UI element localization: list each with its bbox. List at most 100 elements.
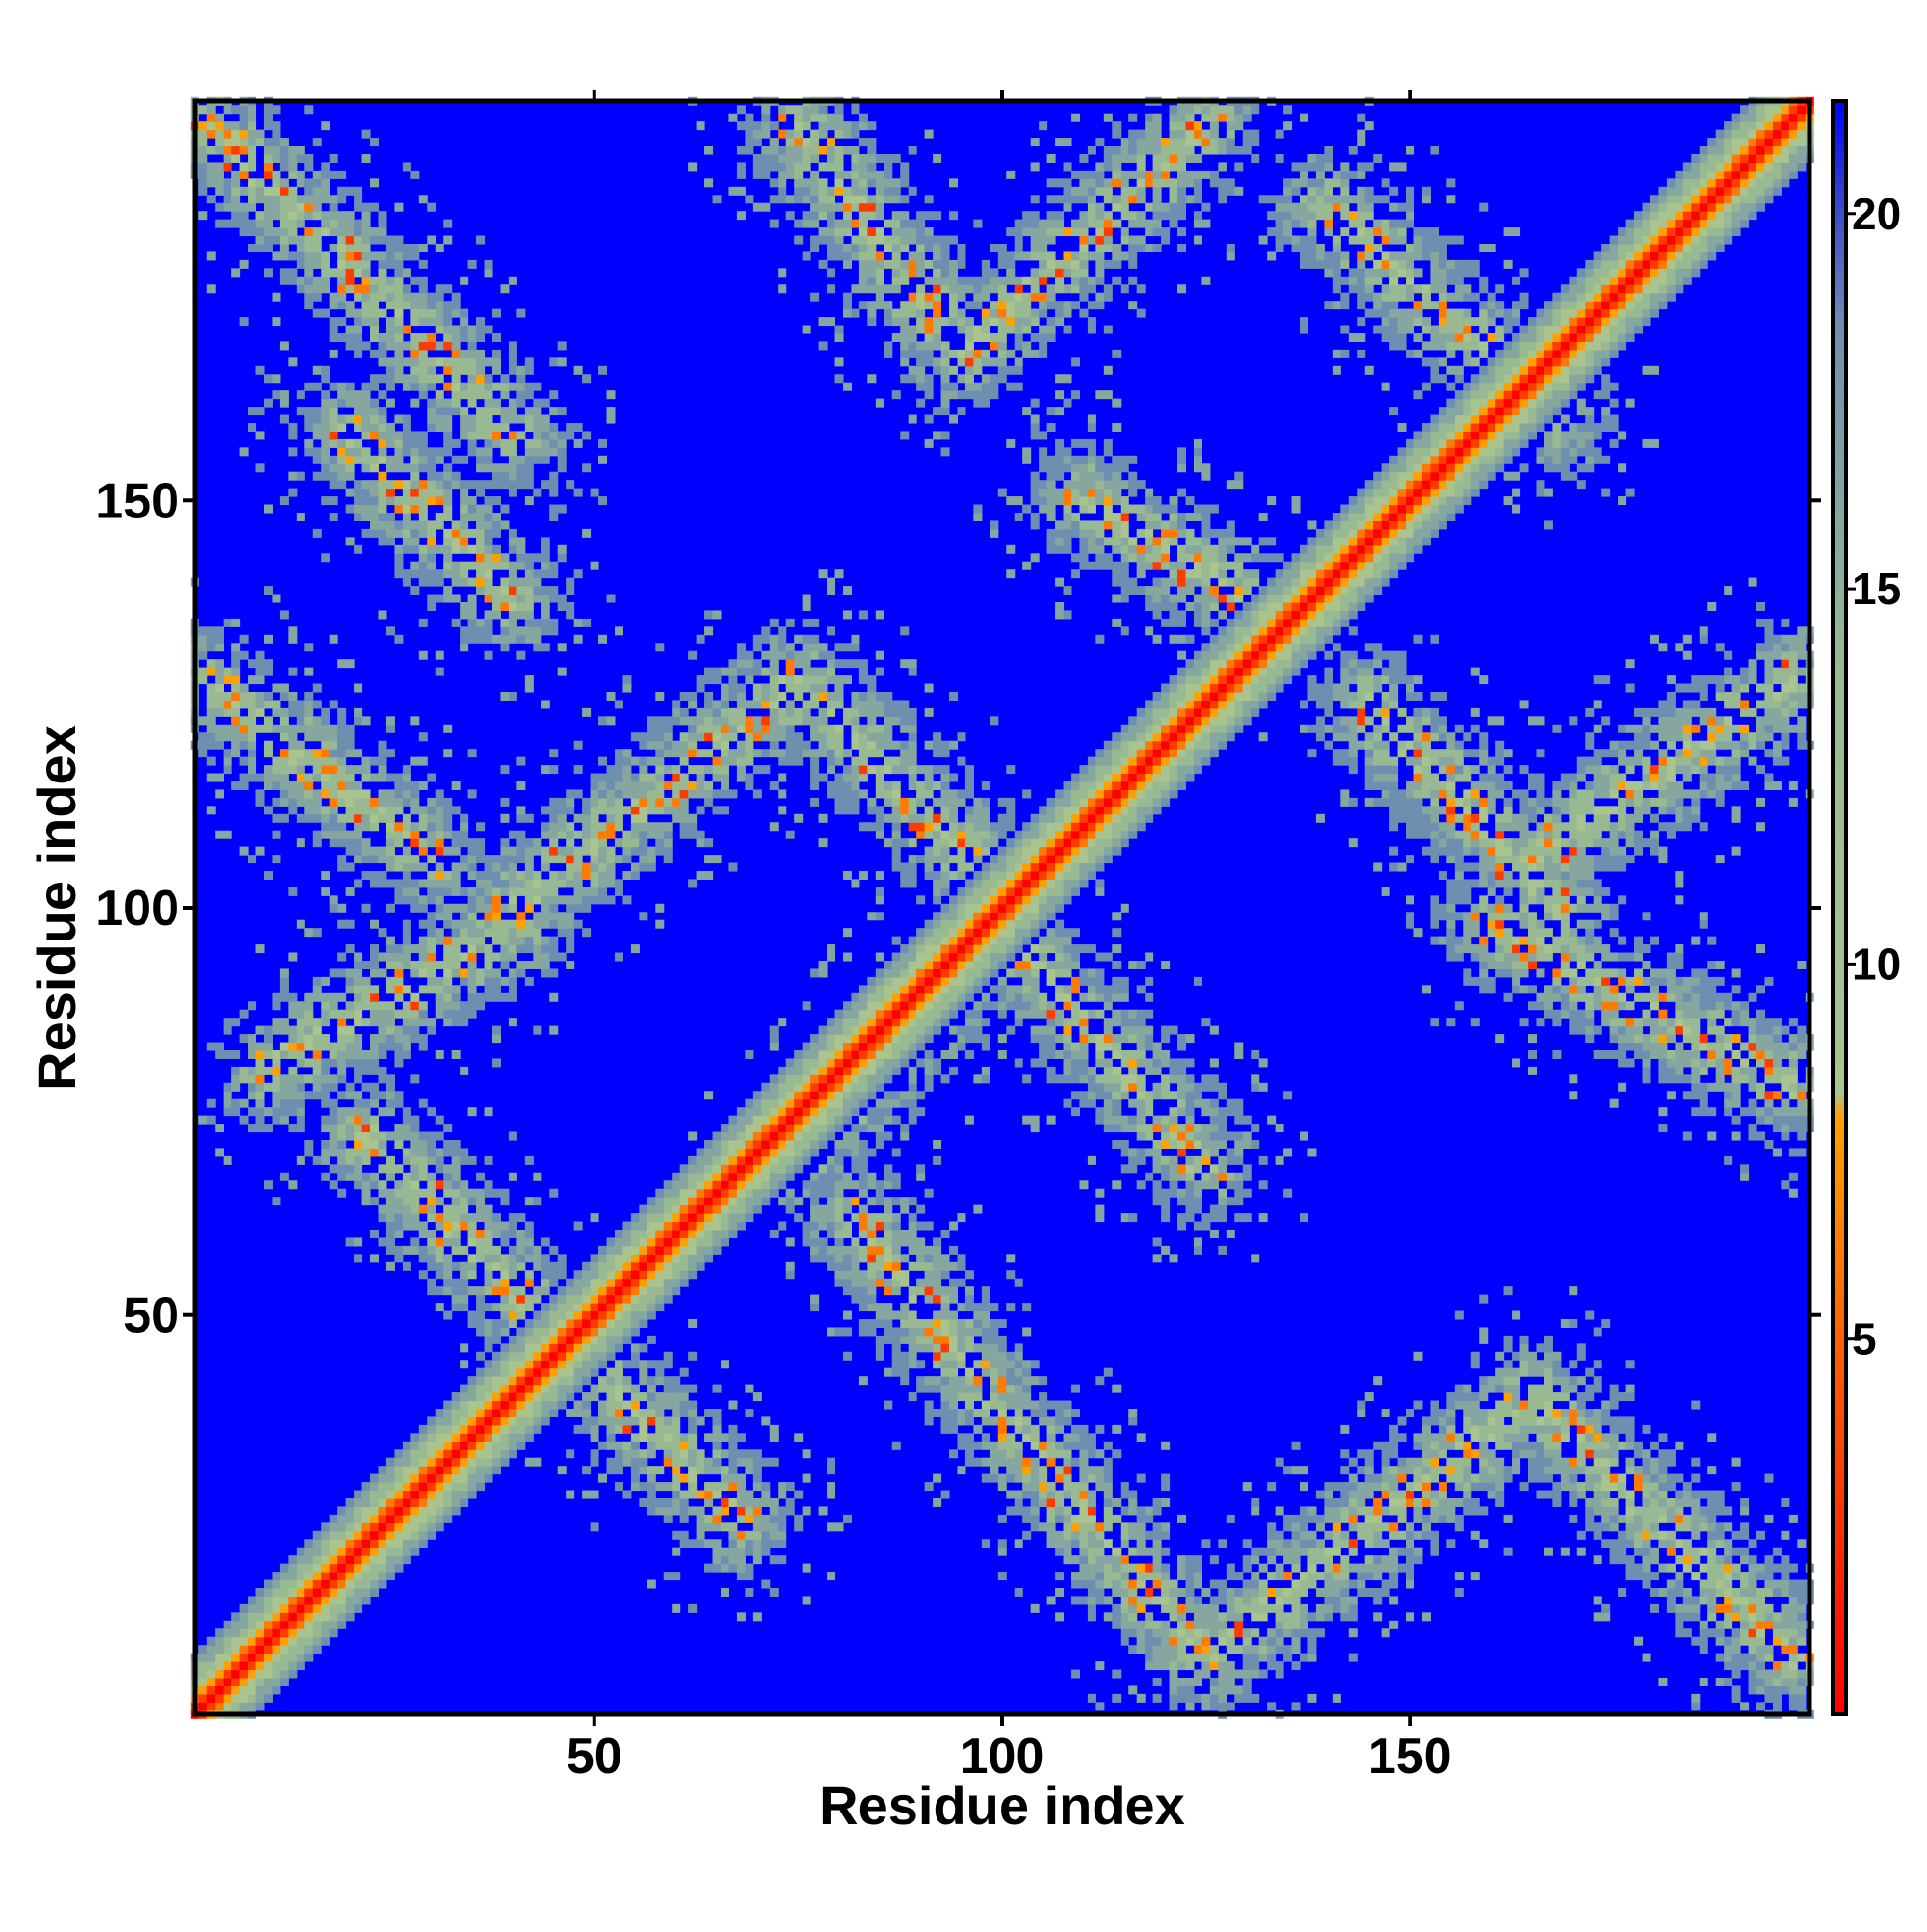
heatmap-cell [460,602,468,611]
heatmap-cell [794,651,803,660]
heatmap-cell [485,871,493,880]
heatmap-cell [606,781,615,790]
heatmap-cell [688,765,697,774]
heatmap-cell [591,1392,599,1401]
heatmap-cell [468,619,477,627]
heatmap-cell [827,1572,835,1580]
heatmap-cell [721,1433,729,1442]
heatmap-cell [485,1343,493,1352]
heatmap-cell [313,1026,322,1035]
heatmap-cell [443,1491,452,1499]
heatmap-cell [680,1401,689,1410]
heatmap-cell [827,146,835,155]
heatmap-cell [647,1295,656,1304]
heatmap-cell [476,1425,485,1434]
heatmap-cell [443,236,452,245]
heatmap-cell [378,953,386,962]
heatmap-cell [761,1180,770,1189]
heatmap-cell [655,781,664,790]
heatmap-cell [198,1116,207,1125]
heatmap-cell [509,847,517,856]
heatmap-cell [460,968,468,977]
heatmap-cell [606,1303,615,1311]
heatmap-cell [362,1189,371,1198]
heatmap-cell [452,1466,461,1474]
heatmap-cell [321,1564,330,1573]
heatmap-cell [378,1189,386,1198]
heatmap-cell [288,236,297,245]
heatmap-cell [688,1474,697,1483]
heatmap-cell [224,831,232,839]
heatmap-cell [672,1392,680,1401]
heatmap-cell [272,1685,280,1694]
heatmap-cell [280,187,289,196]
heatmap-cell [622,1279,631,1287]
heatmap-cell [655,1246,664,1255]
heatmap-cell [304,1628,313,1637]
heatmap-cell [476,317,485,326]
heatmap-cell [680,806,689,814]
heatmap-cell [582,1279,591,1287]
heatmap-cell [492,1286,501,1295]
heatmap-cell [394,447,403,456]
heatmap-cell [337,765,346,774]
heatmap-cell [362,871,371,880]
heatmap-cell [346,1173,355,1181]
heatmap-cell [509,855,517,863]
heatmap-cell [362,227,371,236]
heatmap-cell [288,757,297,766]
heatmap-cell [231,684,240,693]
heatmap-cell [443,1001,452,1010]
heatmap-cell [509,1319,517,1328]
heatmap-cell [354,423,362,432]
heatmap-cell [574,1311,583,1320]
heatmap-cell [566,610,574,619]
heatmap-cell [500,635,509,644]
heatmap-cell [419,1449,428,1458]
heatmap-cell [443,977,452,986]
heatmap-cell [297,244,305,252]
heatmap-cell [549,798,558,807]
heatmap-cell [207,1685,216,1694]
heatmap-cell [509,1262,517,1271]
heatmap-cell [827,1124,835,1132]
heatmap-cell [697,725,705,733]
heatmap-cell [492,993,501,1002]
heatmap-cell [639,1254,647,1262]
heatmap-cell [443,1416,452,1425]
heatmap-cell [737,1222,746,1231]
heatmap-cell [574,1360,583,1368]
heatmap-cell [410,520,419,529]
heatmap-cell [533,1425,541,1434]
heatmap-cell [313,1034,322,1043]
heatmap-cell [728,863,737,872]
heatmap-cell [330,268,338,277]
heatmap-cell [745,1588,753,1597]
heatmap-cell [525,879,534,887]
heatmap-cell [330,968,338,977]
heatmap-cell [476,1286,485,1295]
heatmap-cell [541,863,550,872]
heatmap-cell [313,700,322,708]
heatmap-cell [427,1498,436,1507]
heatmap-cell [516,553,525,562]
heatmap-cell [745,1548,753,1556]
heatmap-cell [533,1254,541,1262]
heatmap-cell [337,749,346,757]
heatmap-cell [803,114,811,122]
heatmap-cell [492,1425,501,1434]
heatmap-cell [460,643,468,651]
heatmap-cell [321,251,330,260]
heatmap-cell [313,1531,322,1540]
heatmap-cell [549,423,558,432]
heatmap-cell [606,1327,615,1336]
heatmap-cell [639,1279,647,1287]
heatmap-cell [541,619,550,627]
heatmap-cell [492,1058,501,1067]
heatmap-cell [394,569,403,578]
heatmap-cell [468,928,477,937]
heatmap-cell [321,1621,330,1629]
heatmap-cell [622,1262,631,1271]
heatmap-cell [778,1140,786,1149]
heatmap-cell [803,1099,811,1108]
